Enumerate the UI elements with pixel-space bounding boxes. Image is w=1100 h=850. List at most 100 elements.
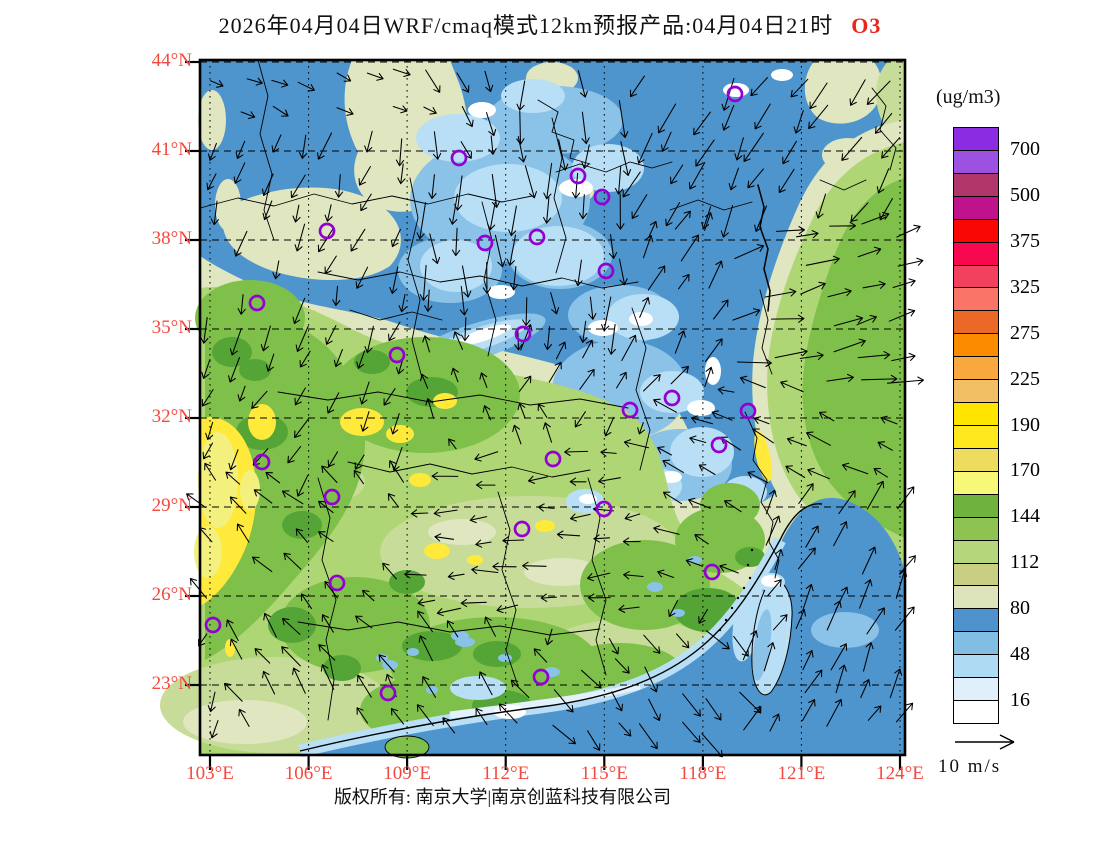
wind-arrow-icon <box>581 111 590 145</box>
wind-arrow-icon <box>637 422 646 435</box>
wind-arrow-icon <box>416 202 427 240</box>
wind-arrow-icon <box>571 172 581 199</box>
wind-arrow-icon <box>543 162 553 200</box>
wind-arrow-icon <box>569 513 591 522</box>
legend-color-swatch <box>954 310 998 334</box>
legend-color-swatch <box>954 218 998 242</box>
wind-arrow-icon <box>225 471 241 485</box>
legend-color-swatch <box>954 379 998 403</box>
wind-arrow-icon <box>614 658 630 674</box>
wind-arrow-icon <box>797 547 816 570</box>
lon-axis-label: 103°E <box>186 763 234 784</box>
wind-arrow-icon <box>833 521 848 547</box>
wind-arrow-icon <box>648 220 658 239</box>
wind-arrow-icon <box>674 210 691 230</box>
wind-arrow-icon <box>582 339 594 359</box>
wind-arrow-icon <box>795 609 807 630</box>
city-marker <box>593 188 611 206</box>
wind-arrow-icon <box>502 536 525 545</box>
wind-arrow-icon <box>207 142 217 161</box>
wind-arrow-icon <box>665 201 681 227</box>
wind-arrow-icon <box>743 132 764 162</box>
wind-arrow-icon <box>866 607 885 635</box>
wind-arrow-icon <box>874 112 893 134</box>
lat-axis-label: 26°N <box>151 584 192 605</box>
wind-arrow-icon <box>675 633 690 649</box>
legend-value-label: 275 <box>1010 321 1040 344</box>
wind-arrow-icon <box>509 265 519 291</box>
wind-arrow-icon <box>555 341 567 360</box>
wind-arrow-icon <box>732 308 761 321</box>
wind-arrow-icon <box>680 234 699 262</box>
wind-arrow-icon <box>793 110 804 134</box>
wind-arrow-icon <box>833 315 864 327</box>
province-boundaries <box>199 59 897 752</box>
wind-arrow-icon <box>774 548 784 571</box>
wind-arrow-icon <box>202 442 214 460</box>
wind-arrow-icon <box>228 449 239 471</box>
wind-arrow-icon <box>629 75 645 98</box>
wind-arrow-icon <box>390 228 401 248</box>
wind-arrow-icon <box>862 642 874 672</box>
wind-arrow-icon <box>448 438 457 450</box>
wind-arrow-icon <box>867 705 882 721</box>
wind-arrow-icon <box>357 674 372 698</box>
wind-arrow-icon <box>517 402 526 419</box>
wind-arrow-icon <box>488 135 497 155</box>
wind-arrow-icon <box>475 707 488 726</box>
legend-value-label: 325 <box>1010 275 1040 298</box>
wind-arrow-icon <box>614 165 624 195</box>
wind-arrow-icon <box>366 72 384 81</box>
wind-arrow-icon <box>747 471 769 484</box>
wind-arrow-icon <box>826 698 843 727</box>
wind-arrow-icon <box>378 654 395 673</box>
wind-arrow-icon <box>537 403 548 419</box>
wind-arrow-icon <box>324 204 333 222</box>
legend-color-swatch <box>954 356 998 380</box>
wind-arrow-icon <box>478 671 493 696</box>
wind-arrow-icon <box>742 630 758 661</box>
wind-arrow-icon <box>204 462 217 481</box>
axis-ticks <box>185 60 902 770</box>
wind-arrow-icon <box>233 162 246 184</box>
wind-arrow-icon <box>336 107 354 116</box>
wind-arrow-icon <box>240 111 256 120</box>
wind-arrow-icon <box>801 699 816 722</box>
wind-arrow-icon <box>800 281 826 295</box>
wind-arrow-icon <box>333 348 343 368</box>
wind-arrow-icon <box>422 676 437 698</box>
wind-arrow-icon <box>616 193 625 230</box>
wind-arrow-icon <box>739 375 766 389</box>
wind-arrow-icon <box>695 139 715 167</box>
wind-arrow-icon <box>432 131 442 160</box>
wind-arrow-icon <box>850 202 869 222</box>
wind-arrow-icon <box>320 664 335 690</box>
wind-arrow-icon <box>522 561 547 571</box>
legend-color-swatch <box>954 700 998 723</box>
wind-arrow-icon <box>782 140 797 165</box>
wind-arrow-icon <box>638 723 658 750</box>
wind-arrow-icon <box>425 69 441 93</box>
wind-arrow-icon <box>624 512 641 522</box>
wind-scale-label: 10 m/s <box>938 756 1002 777</box>
wind-arrow-icon <box>260 325 271 352</box>
wind-arrow-icon <box>608 234 618 259</box>
wind-arrow-icon <box>451 227 461 257</box>
wind-arrow-icon <box>487 201 496 231</box>
wind-arrow-icon <box>747 168 764 189</box>
wind-arrow-icon <box>705 698 722 721</box>
wind-arrow-icon <box>581 144 590 169</box>
wind-arrow-icon <box>618 100 629 139</box>
wind-arrow-icon <box>618 258 628 286</box>
wind-arrow-icon <box>857 246 882 258</box>
wind-arrow-icon <box>389 460 405 483</box>
wind-arrow-icon <box>577 70 588 98</box>
wind-arrow-icon <box>317 228 334 253</box>
wind-arrow-icon <box>866 480 885 510</box>
wind-arrow-icon <box>292 667 306 694</box>
wind-arrow-icon <box>494 234 506 268</box>
wind-arrow-icon <box>711 410 733 421</box>
wind-arrow-icon <box>295 325 309 352</box>
wind-arrow-icon <box>436 607 462 617</box>
wind-arrow-icon <box>460 598 487 608</box>
